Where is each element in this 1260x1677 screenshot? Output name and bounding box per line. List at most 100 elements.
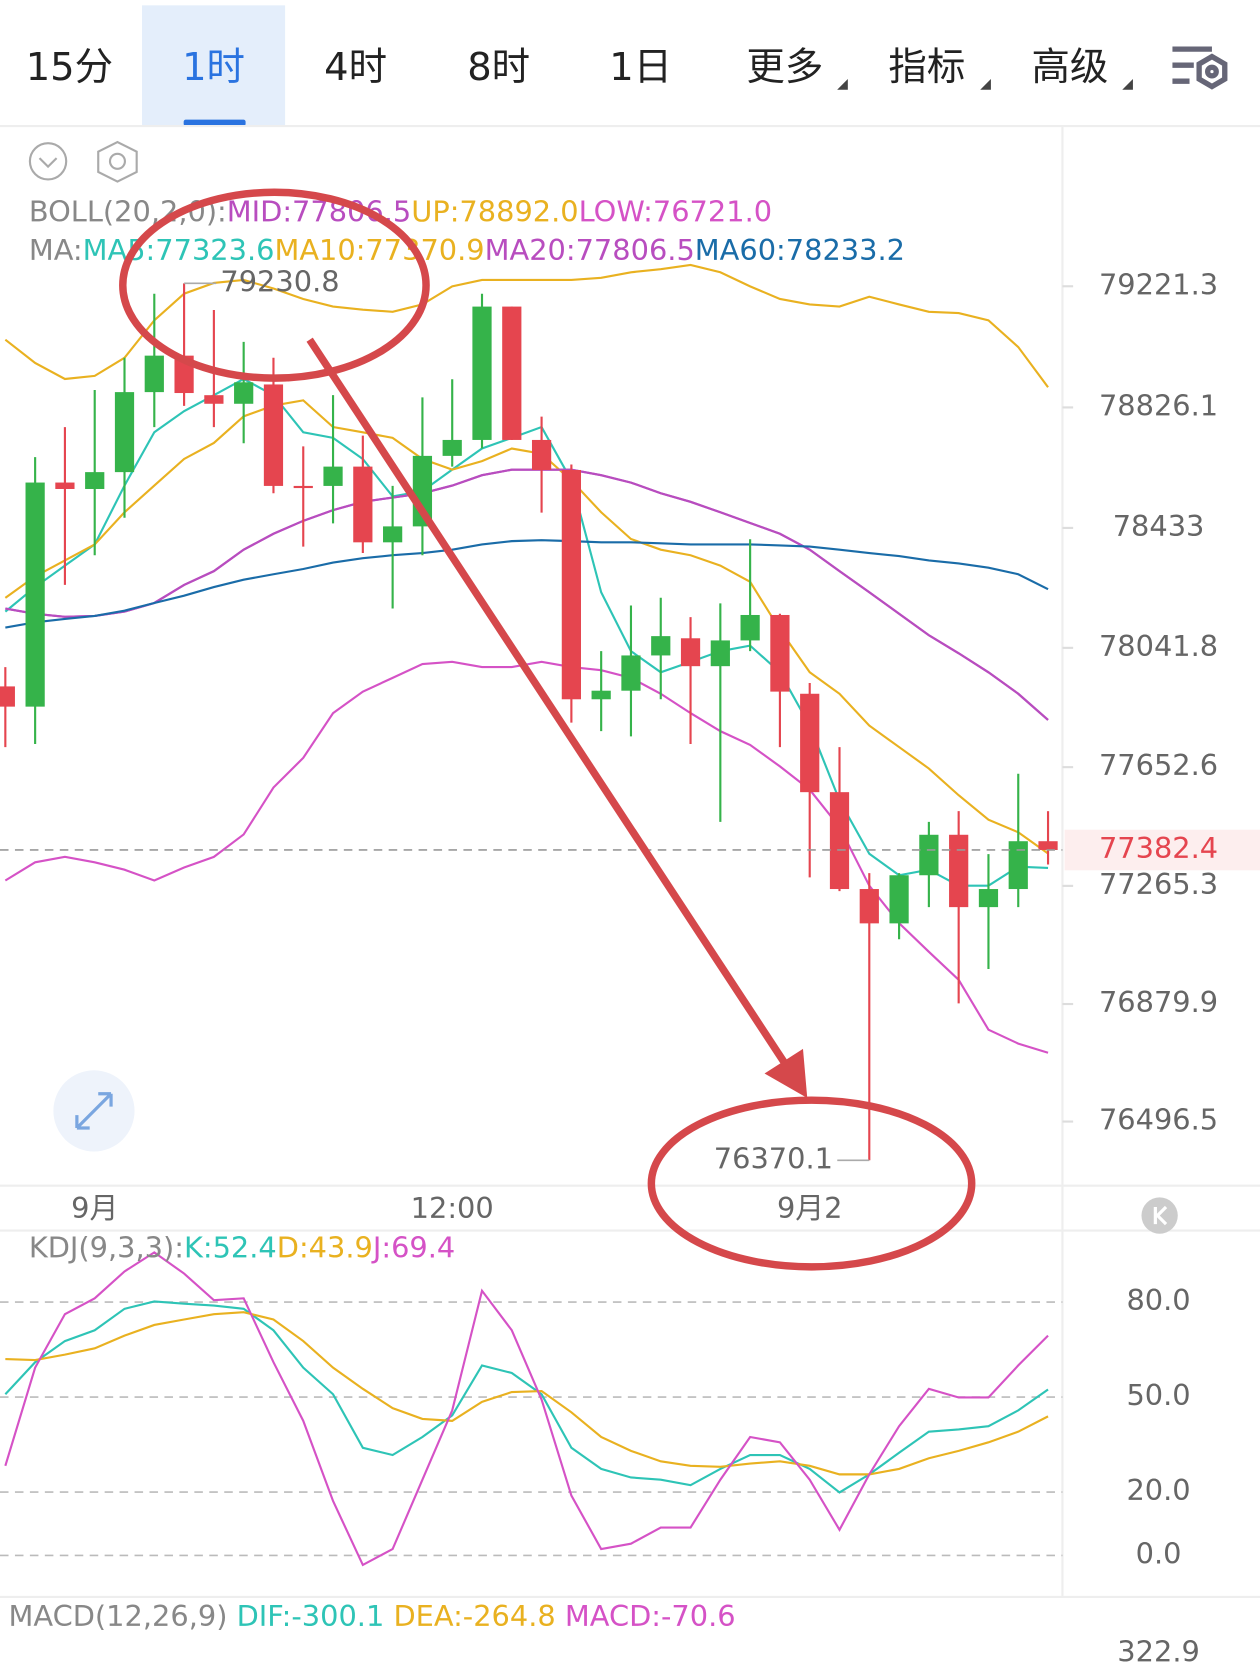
legend-prefix: BOLL(20,2,0): — [29, 195, 227, 229]
macd-y-tick-label: 322.9 — [1117, 1634, 1200, 1668]
current-price-label: 77382.4 — [1099, 831, 1218, 865]
candle-body — [710, 640, 730, 667]
candle-body — [234, 382, 254, 404]
current-price-bg — [1064, 829, 1260, 871]
candle-body — [740, 614, 760, 641]
tab[interactable]: 4时 — [324, 45, 387, 90]
scroll-icon — [1153, 1205, 1168, 1226]
x-tick-label: 9月2 — [777, 1191, 843, 1225]
candle-body — [889, 875, 909, 924]
candle-body — [800, 693, 820, 793]
legend-prefix: KDJ(9,3,3): — [29, 1231, 184, 1265]
dropdown-caret — [837, 79, 1133, 90]
tab[interactable]: 更多 — [746, 45, 823, 90]
candle-body — [25, 482, 45, 707]
legend: MA:MA5:77323.6MA10:77370.9MA20:77806.5MA… — [29, 233, 905, 267]
legend-prefix: MA: — [29, 233, 83, 267]
y-tick-label: 0.0 — [1136, 1536, 1182, 1570]
macd-label: MACD(12,26,9) — [9, 1599, 228, 1633]
indicator-line — [4, 377, 1049, 887]
candle-body — [919, 834, 939, 876]
tab[interactable]: 15分 — [26, 45, 113, 90]
indicator-line — [4, 1300, 1049, 1494]
candle-body — [531, 439, 552, 470]
indicator-line — [4, 263, 1049, 388]
x-tick-label: 12:00 — [411, 1191, 494, 1225]
tab-active[interactable]: 1时 — [182, 45, 245, 90]
candle-body — [770, 614, 790, 692]
main-chart: 79221.3 78826.1 78433 78041.8 77652.6 77265.3… — [0, 195, 1260, 1225]
tab[interactable]: 指标 — [888, 45, 965, 90]
legend-entry: MA20:77806.5 — [485, 233, 695, 267]
settings-dot — [108, 152, 126, 170]
indicator-line — [4, 399, 1049, 855]
candle-body — [561, 469, 581, 700]
legend-entry: MA5:77323.6 — [83, 233, 275, 267]
candle-body — [680, 638, 701, 667]
tab[interactable]: 8时 — [467, 45, 530, 90]
indicator-line — [4, 1251, 1049, 1567]
y-tick-label: 80.0 — [1126, 1283, 1190, 1317]
y-tick-label: 76879.9 — [1099, 985, 1218, 1019]
macd-dea: DEA:-264.8 — [393, 1599, 555, 1633]
y-tick-label: 76496.5 — [1099, 1103, 1218, 1137]
legend-entry: D:43.9 — [277, 1231, 373, 1265]
y-tick-label: 78826.1 — [1099, 388, 1218, 422]
kdj-chart: 80.0 50.0 20.0 0.0 KDJ(9,3,3):K:52.4D:43.9J:… — [0, 1231, 1191, 1570]
candle-body — [293, 485, 313, 489]
chevron — [38, 157, 58, 169]
legend-entry: K:52.4 — [184, 1231, 277, 1265]
x-tick-label: 9月 — [71, 1191, 118, 1225]
macd-dif: DIF:-300.1 — [237, 1599, 385, 1633]
active-tab-bg — [142, 5, 286, 125]
candle-body — [651, 636, 671, 656]
macd-legend: MACD(12,26,9) DIF:-300.1 DEA:-264.8 MACD… — [9, 1599, 736, 1633]
macd-value: MACD:-70.6 — [565, 1599, 736, 1633]
candle-body — [829, 792, 850, 890]
settings-icon[interactable] — [1172, 46, 1228, 90]
legend: KDJ(9,3,3):K:52.4D:43.9J:69.4 — [29, 1231, 455, 1265]
candle-body — [204, 395, 224, 404]
y-tick-label: 20.0 — [1126, 1473, 1190, 1507]
candle-body — [472, 306, 492, 440]
candle-body — [0, 686, 15, 707]
legend-entry: MA10:77370.9 — [274, 233, 484, 267]
candle-body — [978, 889, 999, 908]
legend-entry: MA60:78233.2 — [695, 233, 905, 267]
annotation — [119, 188, 976, 1271]
legend-entry: J:69.4 — [371, 1231, 455, 1265]
candle-body — [1008, 841, 1028, 890]
annotation-arrowhead — [764, 1048, 808, 1099]
legend: BOLL(20,2,0):MID:77806.5UP:78892.0LOW:76… — [29, 195, 772, 229]
candle-body — [949, 834, 969, 908]
indicator-line — [5, 468, 1049, 721]
y-tick-label: 50.0 — [1126, 1378, 1190, 1412]
candle-body — [263, 384, 284, 486]
legend-entry: UP:78892.0 — [411, 195, 578, 229]
candle-body — [621, 655, 641, 691]
candle-body — [85, 472, 105, 489]
candle-body — [55, 482, 75, 489]
candle-body — [502, 306, 522, 440]
active-tab-underline — [183, 119, 246, 127]
candle-body — [859, 889, 879, 924]
expand-icon — [75, 1092, 113, 1130]
candle-body — [383, 526, 403, 543]
settings-button[interactable] — [97, 140, 138, 183]
candle-body — [1038, 841, 1058, 850]
extreme-label: 79230.8 — [220, 264, 339, 298]
candle-body — [144, 355, 164, 393]
candle-body — [591, 690, 611, 700]
collapse-button[interactable] — [28, 142, 68, 181]
candle-body — [442, 439, 462, 456]
y-tick-label: 79221.3 — [1099, 267, 1218, 301]
y-tick-label: 78041.8 — [1099, 629, 1218, 663]
tab[interactable]: 1日 — [609, 45, 672, 90]
extreme-label: 76370.1 — [714, 1141, 833, 1175]
tab[interactable]: 高级 — [1031, 45, 1108, 90]
legend-entry: LOW:76721.0 — [579, 195, 772, 229]
indicator-line — [5, 1311, 1049, 1476]
candle-body — [114, 392, 135, 473]
candle-body — [353, 466, 373, 543]
